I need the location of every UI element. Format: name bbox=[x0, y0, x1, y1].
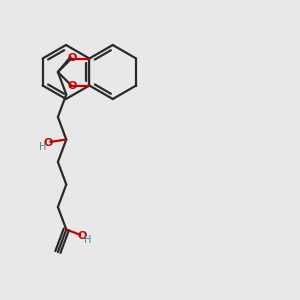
Text: H: H bbox=[39, 142, 46, 152]
Text: O: O bbox=[67, 81, 77, 91]
Text: O: O bbox=[44, 137, 53, 148]
Text: O: O bbox=[78, 231, 87, 241]
Text: O: O bbox=[67, 53, 77, 63]
Text: H: H bbox=[83, 235, 91, 245]
